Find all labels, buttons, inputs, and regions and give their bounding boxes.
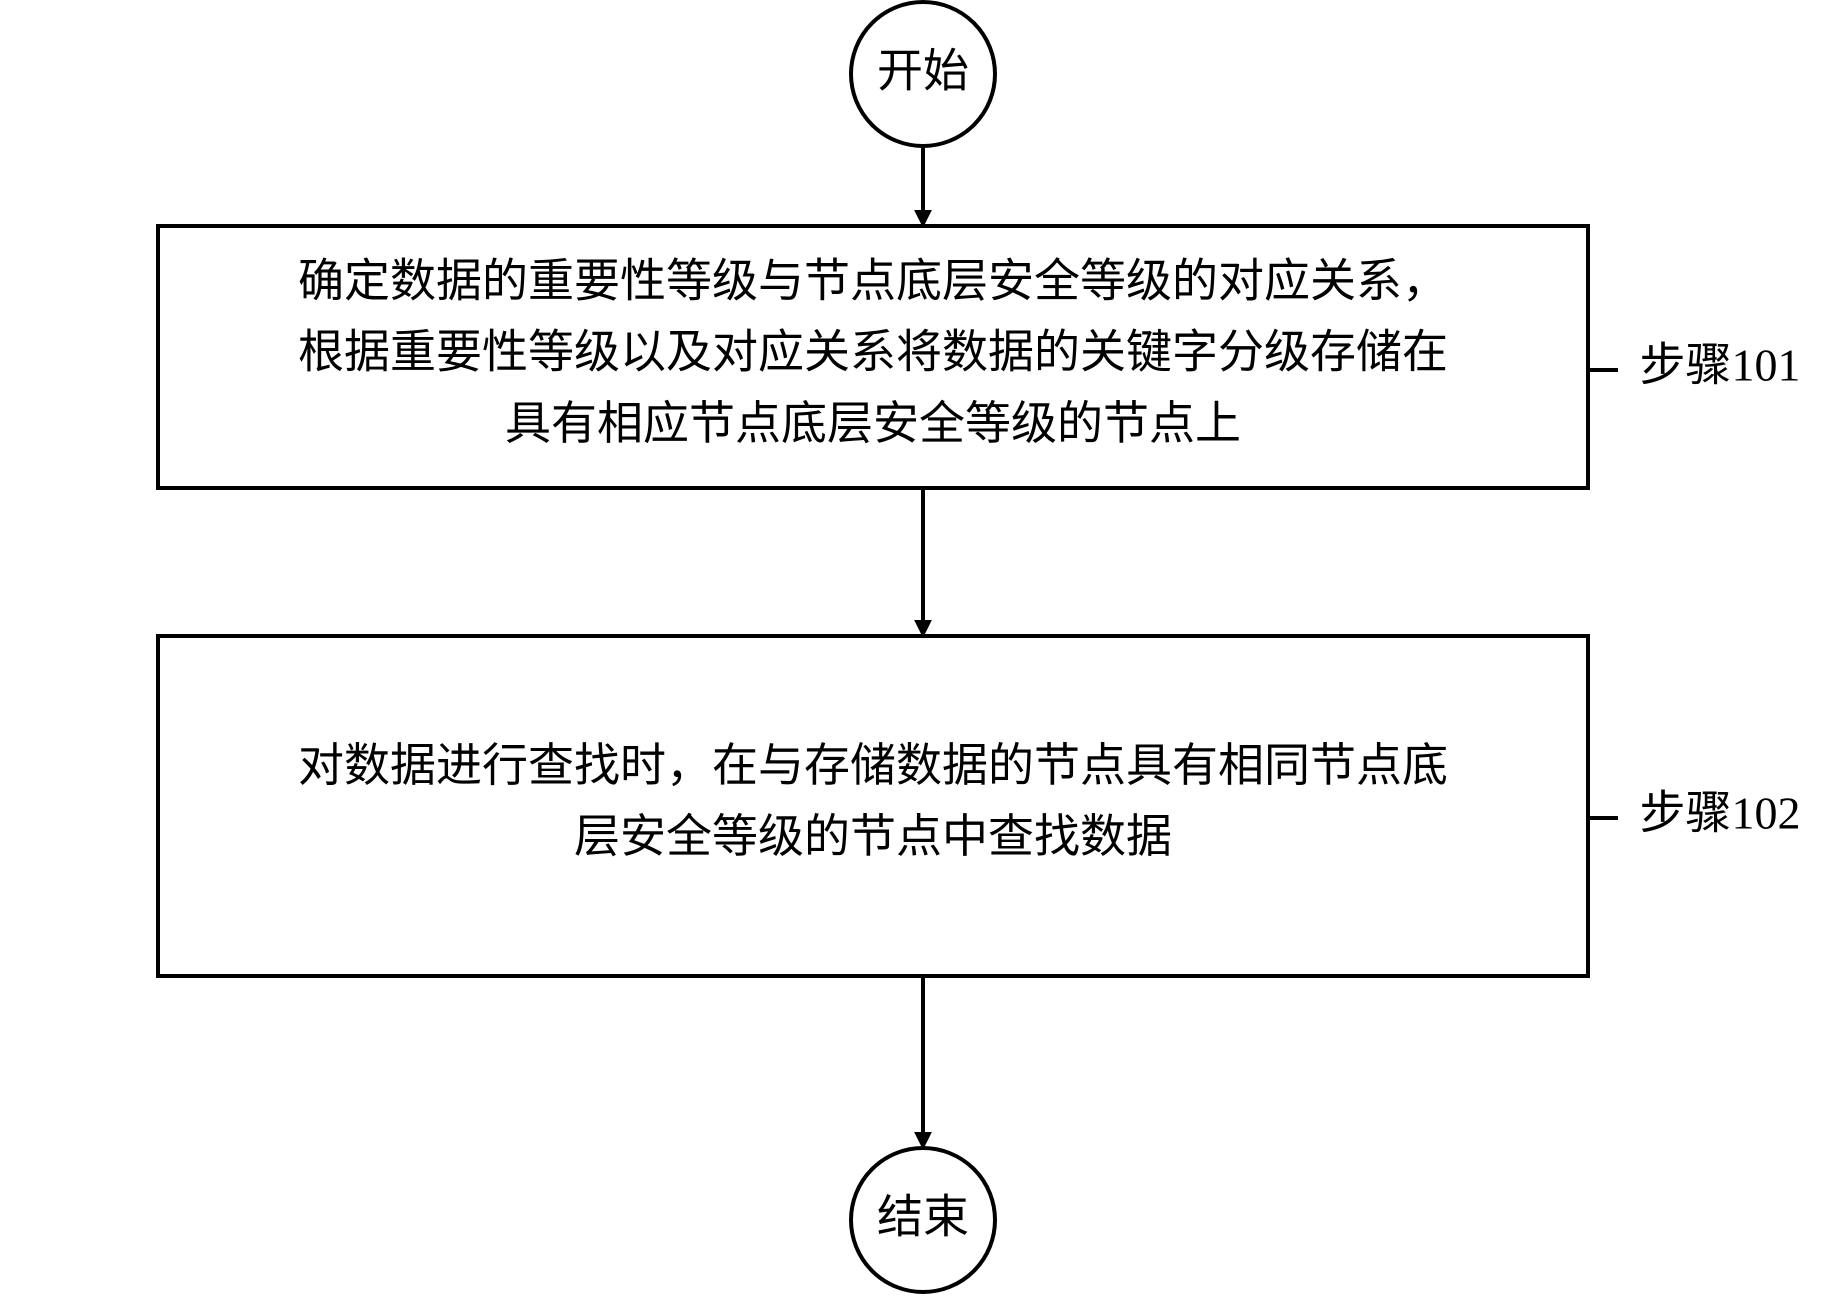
step1-text: 具有相应节点底层安全等级的节点上 <box>505 398 1241 449</box>
step2-box <box>158 636 1588 976</box>
step2-side-label: 步骤102 <box>1640 788 1801 839</box>
end-label: 结束 <box>877 1192 969 1243</box>
step2-text: 层安全等级的节点中查找数据 <box>574 811 1172 862</box>
step1-side-label: 步骤101 <box>1640 340 1801 391</box>
step1-text: 确定数据的重要性等级与节点底层安全等级的对应关系， <box>298 255 1448 306</box>
start-label: 开始 <box>877 46 969 97</box>
step2-text: 对数据进行查找时，在与存储数据的节点具有相同节点底 <box>298 740 1448 791</box>
step1-text: 根据重要性等级以及对应关系将数据的关键字分级存储在 <box>298 327 1448 378</box>
